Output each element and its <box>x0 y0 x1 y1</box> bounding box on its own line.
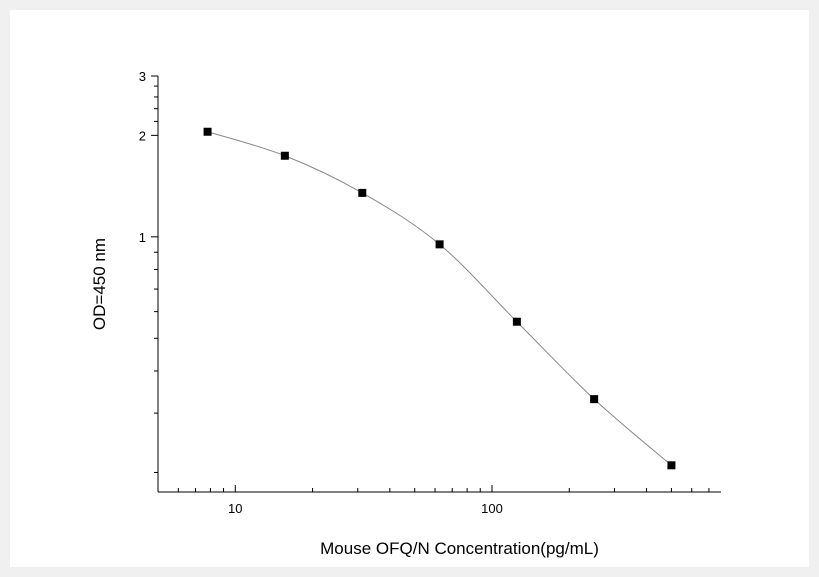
data-point <box>358 188 367 197</box>
y-tick-label: 1 <box>139 230 146 245</box>
axes <box>157 76 721 493</box>
y-axis-label: OD=450 nm <box>90 238 109 330</box>
data-points <box>203 127 676 470</box>
x-axis-label: Mouse OFQ/N Concentration(pg/mL) <box>320 539 599 558</box>
x-tick-label: 100 <box>481 501 503 516</box>
data-point <box>667 461 676 470</box>
fitted-curve <box>207 131 672 466</box>
ticks <box>151 75 710 492</box>
x-tick-label: 10 <box>228 501 242 516</box>
chart-panel <box>10 10 809 567</box>
data-point <box>590 395 599 404</box>
y-tick-label: 2 <box>139 128 146 143</box>
data-point <box>203 127 212 136</box>
tick-labels: 10 100 1 2 3 <box>139 69 503 516</box>
data-point <box>435 240 444 249</box>
data-point <box>280 151 289 160</box>
data-point <box>512 317 521 326</box>
y-tick-label: 3 <box>139 69 146 84</box>
